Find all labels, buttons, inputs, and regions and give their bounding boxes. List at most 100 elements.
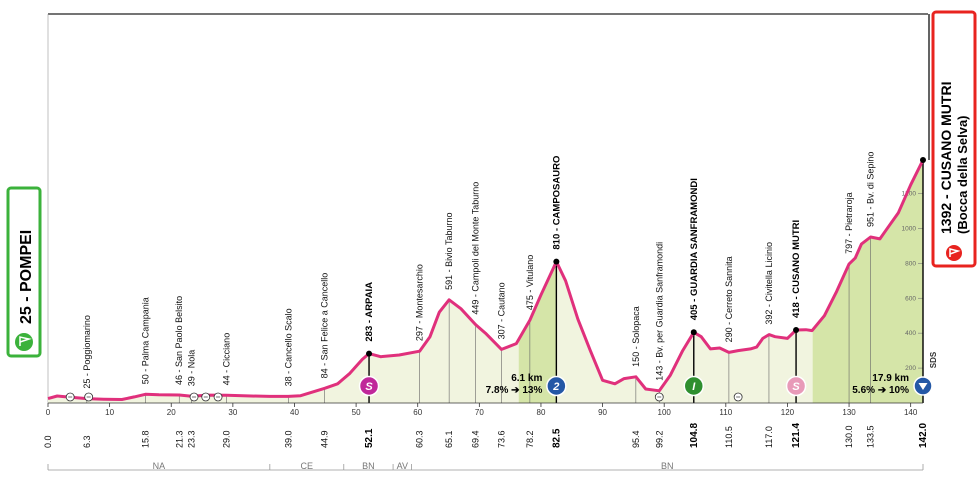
finish-label-box <box>931 10 977 268</box>
region-label: NA <box>153 461 166 471</box>
start-label-box <box>6 186 42 358</box>
place-label: 449 - Campoli del Monte Taburno <box>471 182 481 315</box>
km-mark-label: 130.0 <box>844 425 854 448</box>
climb-area-1 <box>518 261 557 403</box>
place-label: 150 - Solopaca <box>631 306 641 367</box>
finish-flag-icon-shape <box>949 248 961 257</box>
finish-label-group: 1392 - CUSANO MUTRI (Bocca della Selva) <box>931 10 977 268</box>
x-tick-label: 30 <box>228 408 237 417</box>
place-label: 810 - CAMPOSAURO <box>551 156 562 250</box>
start-flag-icon-shape <box>19 336 32 346</box>
region-label: AV <box>397 461 408 471</box>
climb-length-label: 17.9 km <box>872 373 909 384</box>
km-mark-label: 117.0 <box>764 426 774 448</box>
badge-circle <box>785 375 807 397</box>
climb-length-label: 6.1 km <box>511 373 542 384</box>
km-mark-label: 69.4 <box>471 430 481 448</box>
start-label-group: 25 - POMPEI <box>6 186 42 358</box>
service-icon <box>84 392 94 402</box>
place-label: 297 - Montesarchio <box>415 264 425 341</box>
finish-label-line1: 1392 - CUSANO MUTRI <box>938 82 954 234</box>
km-mark-label: 44.9 <box>320 430 330 448</box>
region-label: BN <box>661 461 674 471</box>
place-label: 797 - Pietraroja <box>844 192 854 254</box>
place-label: 44 - Cicciano <box>222 333 232 386</box>
place-label: 50 - Palma Campania <box>140 297 150 384</box>
place-label: 143 - Bv. per Guardia Sanframondi <box>654 242 664 381</box>
x-tick-label: 130 <box>842 408 856 417</box>
place-dot <box>793 327 800 334</box>
badge-label: S <box>365 381 373 393</box>
x-tick-label: 20 <box>167 408 176 417</box>
x-tick-label: 10 <box>105 408 114 417</box>
place-label: 283 - ARPAIA <box>364 282 375 342</box>
km-mark-label: 104.8 <box>689 423 700 448</box>
climb-grade-label: 7.8% ➔ 13% <box>486 385 543 396</box>
km-mark-label: 95.4 <box>631 430 641 448</box>
finish-dot <box>920 157 926 163</box>
finish-badge-triangle-icon <box>918 383 928 390</box>
sds-label: SDS <box>929 351 938 368</box>
y-axis-ticks: 200 400 600 800 1000 1200 <box>902 191 923 372</box>
x-tick-label: 40 <box>290 408 299 417</box>
place-label: 39 - Nola <box>187 350 197 387</box>
start-flag-icon <box>15 333 33 351</box>
y-tick-label: 800 <box>905 260 916 267</box>
place-dot <box>690 329 697 336</box>
km-mark-label: 0.0 <box>43 435 53 448</box>
badge-label: S <box>792 381 800 393</box>
km-mark-label: 29.0 <box>222 430 232 448</box>
place-label: 392 - Civitella Licinio <box>764 242 774 325</box>
place-dot <box>553 258 560 265</box>
km-mark-label: 142.0 <box>918 423 929 448</box>
x-tick-label: 50 <box>352 408 361 417</box>
place-label: 307 - Cautano <box>497 282 507 339</box>
x-tick-label: 0 <box>46 408 51 417</box>
km-mark-label: 60.3 <box>415 430 425 448</box>
km-mark-label: 15.8 <box>140 430 150 448</box>
service-icon <box>65 392 75 402</box>
service-icon <box>654 392 664 402</box>
y-tick-label: 600 <box>905 295 916 302</box>
place-label: 405 - GUARDIA SANFRAMONDI <box>689 178 700 320</box>
x-tick-label: 140 <box>904 408 918 417</box>
place-label: 475 - Vitulano <box>525 255 535 310</box>
km-mark-label: 133.5 <box>866 425 876 448</box>
service-icon <box>201 392 211 402</box>
badge-label: 2 <box>552 381 559 393</box>
service-icon <box>733 392 743 402</box>
x-tick-label: 120 <box>781 408 795 417</box>
climb-grade-label: 5.6% ➔ 10% <box>852 385 909 396</box>
place-label: 290 - Cerreto Sannita <box>724 256 734 342</box>
profile-line <box>47 159 925 401</box>
place-label: 25 - Poggiomarino <box>82 315 92 389</box>
km-mark-label: 82.5 <box>551 428 562 448</box>
km-mark-label: 6.3 <box>82 435 92 448</box>
km-mark-label: 23.3 <box>187 430 197 448</box>
badge-label: I <box>692 381 696 393</box>
climb-area-2 <box>812 160 923 403</box>
x-tick-label: 80 <box>537 408 546 417</box>
place-label: 591 - Bivio Taburno <box>444 212 454 289</box>
km-mark-label: 73.6 <box>497 430 507 448</box>
place-label: 46 - San Paolo Belsito <box>174 296 184 385</box>
badge-circle <box>546 375 567 397</box>
badge-circle <box>358 375 380 397</box>
start-label: 25 - POMPEI <box>18 230 35 324</box>
x-tick-label: 70 <box>475 408 484 417</box>
x-tick-label: 100 <box>658 408 672 417</box>
region-label: CE <box>301 461 314 471</box>
y-tick-label: 1000 <box>902 225 917 232</box>
place-label: 84 - San Felice a Cancello <box>320 273 330 379</box>
y-tick-label: 200 <box>905 365 916 372</box>
x-tick-label: 110 <box>719 408 732 417</box>
finish-label-line2: (Bocca della Selva) <box>955 116 970 235</box>
badge-circle <box>683 375 705 397</box>
place-label: 38 - Cancello Scalo <box>283 308 293 386</box>
x-tick-label: 60 <box>413 408 422 417</box>
km-mark-label: 78.2 <box>525 430 535 448</box>
service-icon <box>189 392 199 402</box>
km-mark-label: 21.3 <box>174 430 184 448</box>
